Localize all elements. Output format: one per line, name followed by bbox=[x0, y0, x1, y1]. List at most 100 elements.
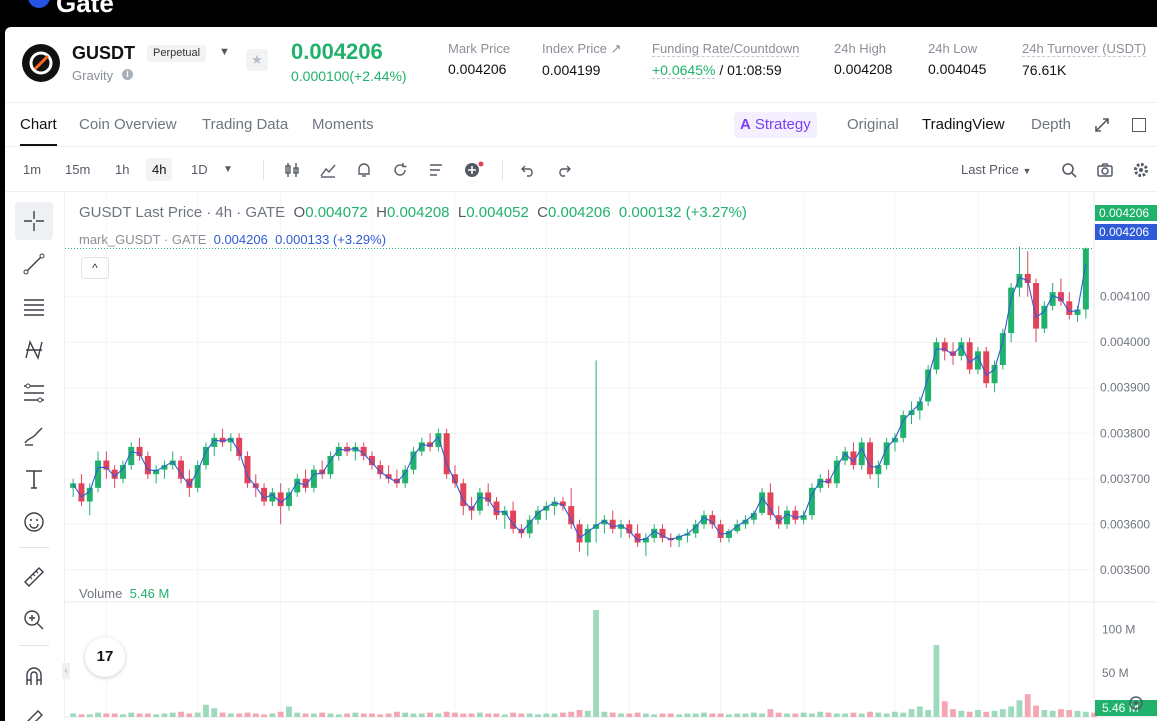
volume-bar bbox=[999, 709, 1006, 717]
fullscreen-icon[interactable] bbox=[1094, 117, 1110, 133]
candle-body bbox=[302, 478, 309, 488]
chevron-down-icon[interactable]: ▼ bbox=[219, 46, 230, 58]
text-icon[interactable] bbox=[15, 460, 53, 498]
candle-body bbox=[277, 492, 284, 507]
candle-type-icon[interactable] bbox=[283, 161, 301, 179]
chart-canvas[interactable]: 0.004100 0.004000 0.003900 0.003800 0.003700… bbox=[65, 193, 1157, 721]
redo-icon[interactable] bbox=[555, 161, 573, 179]
strategy-button[interactable]: A Strategy bbox=[734, 112, 817, 138]
stat-index-price[interactable]: Index Price ↗ 0.004199 bbox=[542, 41, 622, 78]
indicators-icon[interactable] bbox=[319, 161, 337, 179]
camera-icon[interactable] bbox=[1096, 161, 1114, 179]
timeframe-1m[interactable]: 1m bbox=[23, 162, 42, 177]
stat-value: +0.0645% / 01:08:59 bbox=[652, 62, 799, 79]
tab-tradingview[interactable]: TradingView bbox=[922, 116, 1005, 133]
horizontal-lines-icon[interactable] bbox=[15, 288, 53, 326]
zoom-in-icon[interactable] bbox=[15, 601, 53, 639]
axis-settings-icon[interactable] bbox=[1127, 694, 1145, 712]
stat-24h-low: 24h Low 0.004045 bbox=[928, 41, 986, 77]
volume-bar bbox=[111, 713, 118, 717]
volume-bar bbox=[966, 711, 973, 717]
chart-grid bbox=[65, 193, 1157, 721]
y-tick-label: 0.003500 bbox=[1100, 563, 1150, 577]
candle-body bbox=[485, 492, 492, 502]
tab-moments[interactable]: Moments bbox=[312, 116, 374, 133]
tab-original[interactable]: Original bbox=[847, 116, 899, 133]
layout-icon[interactable] bbox=[427, 161, 445, 179]
ohlc-legend: GUSDT Last Price · 4h · GATE O0.004072 H… bbox=[79, 204, 747, 221]
volume-bar bbox=[767, 709, 774, 717]
volume-legend: Volume 5.46 M bbox=[79, 586, 169, 601]
volume-bar bbox=[618, 713, 624, 717]
timeframe-1d[interactable]: 1D bbox=[191, 162, 208, 177]
ruler-icon[interactable] bbox=[15, 558, 53, 596]
undo-icon[interactable] bbox=[519, 161, 537, 179]
mark-price-tag: 0.004206 bbox=[1099, 225, 1149, 239]
tab-coin-overview[interactable]: Coin Overview bbox=[79, 116, 177, 133]
volume-bar bbox=[568, 711, 575, 717]
timeframe-1h[interactable]: 1h bbox=[115, 162, 130, 177]
market-symbol[interactable]: GUSDT bbox=[72, 43, 135, 63]
tradingview-logo-icon[interactable]: 17 bbox=[85, 637, 125, 677]
candle-body bbox=[460, 483, 467, 507]
volume-bar bbox=[750, 712, 757, 717]
volume-bar bbox=[858, 713, 865, 717]
gear-icon[interactable] bbox=[1132, 161, 1150, 179]
price-chart[interactable]: 0.004100 0.004000 0.003900 0.003800 0.003700… bbox=[62, 193, 1157, 721]
candle-body bbox=[618, 524, 624, 529]
favorite-star-icon[interactable]: ★ bbox=[246, 49, 268, 71]
add-icon[interactable] bbox=[463, 161, 484, 179]
replay-icon[interactable] bbox=[391, 161, 409, 179]
volume-bar bbox=[933, 645, 940, 717]
info-icon[interactable]: i bbox=[122, 69, 133, 80]
last-price-tag-bg bbox=[1095, 205, 1157, 221]
trend-line-icon[interactable] bbox=[15, 245, 53, 283]
pencil-icon[interactable] bbox=[15, 700, 53, 721]
volume-bar bbox=[809, 713, 815, 717]
candle-body bbox=[111, 469, 118, 479]
candle-body bbox=[360, 446, 367, 457]
candle-body bbox=[476, 492, 483, 511]
candle-body bbox=[568, 506, 575, 525]
y-tick-label: 0.003900 bbox=[1100, 381, 1150, 395]
stat-funding-rate[interactable]: Funding Rate/Countdown +0.0645% / 01:08:… bbox=[652, 41, 800, 79]
collapse-tools-handle[interactable]: ‹ bbox=[62, 663, 70, 679]
candle-body bbox=[1008, 287, 1015, 334]
tab-chart[interactable]: Chart bbox=[20, 116, 57, 146]
volume-bar bbox=[759, 713, 766, 717]
volume-bar bbox=[717, 713, 724, 717]
candle-body bbox=[850, 451, 857, 466]
last-price: 0.004206 bbox=[291, 39, 383, 64]
candle-body bbox=[393, 478, 400, 484]
price-source-select[interactable]: Last Price ▼ bbox=[961, 162, 1031, 177]
emoji-icon[interactable] bbox=[15, 503, 53, 541]
magnet-icon[interactable] bbox=[15, 657, 53, 695]
brand-logo-icon[interactable] bbox=[28, 0, 50, 8]
chevron-down-icon: ▼ bbox=[1022, 166, 1032, 176]
fib-icon[interactable] bbox=[15, 374, 53, 412]
volume-bar bbox=[1049, 710, 1056, 717]
candle-body bbox=[269, 492, 276, 502]
brand-logo-text[interactable]: Gate bbox=[56, 0, 114, 18]
tab-trading-data[interactable]: Trading Data bbox=[202, 116, 289, 133]
collapse-legend-button[interactable]: ^ bbox=[81, 257, 109, 279]
timeframe-4h[interactable]: 4h bbox=[146, 158, 173, 181]
candle-body bbox=[1016, 273, 1023, 288]
pattern-icon[interactable] bbox=[15, 331, 53, 369]
alert-icon[interactable] bbox=[355, 161, 373, 179]
candle-body bbox=[78, 483, 85, 502]
timeframe-dropdown-icon[interactable]: ▼ bbox=[223, 164, 233, 175]
chart-axes: 0.004100 0.004000 0.003900 0.003800 0.003700… bbox=[65, 205, 1157, 716]
tab-depth[interactable]: Depth bbox=[1031, 116, 1072, 133]
window-icon[interactable] bbox=[1132, 118, 1146, 132]
timeframe-15m[interactable]: 15m bbox=[65, 162, 91, 177]
volume-bar bbox=[593, 610, 600, 717]
volume-bar bbox=[427, 712, 433, 717]
candle-body bbox=[1057, 292, 1064, 302]
candle-body bbox=[252, 483, 259, 488]
stat-label: 24h Low bbox=[928, 41, 978, 56]
search-icon[interactable] bbox=[1060, 161, 1078, 179]
volume-bar bbox=[327, 713, 334, 717]
brush-icon[interactable] bbox=[15, 417, 53, 455]
crosshair-icon[interactable] bbox=[15, 202, 53, 240]
